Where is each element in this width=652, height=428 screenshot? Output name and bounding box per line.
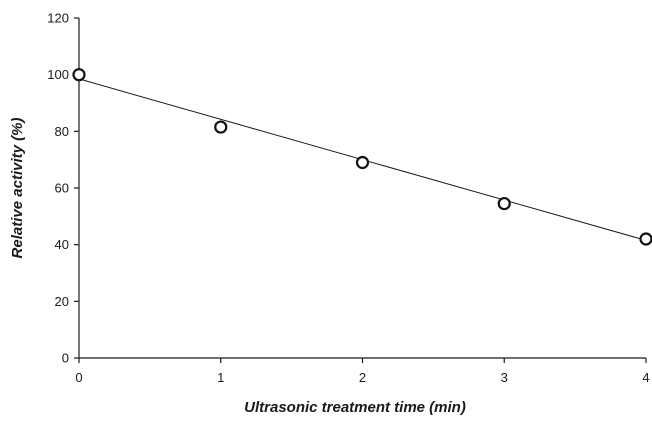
data-point	[72, 68, 86, 82]
x-tick-label: 3	[501, 370, 508, 385]
y-tick-label: 40	[55, 237, 69, 252]
x-axis-ticks: 0 1 2 3 4	[75, 358, 650, 385]
x-axis-title: Ultrasonic treatment time (min)	[244, 399, 466, 416]
data-point	[497, 196, 511, 211]
y-tick-label: 20	[55, 294, 69, 309]
data-point	[639, 232, 652, 246]
y-tick-label: 120	[47, 11, 69, 26]
data-points	[72, 68, 652, 246]
x-tick-label: 2	[359, 370, 366, 385]
y-tick-label: 60	[55, 181, 69, 196]
data-point	[355, 155, 370, 170]
y-tick-label: 80	[55, 124, 69, 139]
data-point	[214, 120, 228, 134]
x-tick-label: 4	[642, 370, 649, 385]
y-axis-ticks: 0 20 40 60 80 100 120	[47, 11, 79, 366]
y-axis-title: Relative activity (%)	[9, 118, 26, 259]
x-tick-label: 1	[217, 370, 224, 385]
x-tick-label: 0	[75, 370, 82, 385]
y-tick-label: 100	[47, 67, 69, 82]
y-tick-label: 0	[62, 351, 69, 366]
